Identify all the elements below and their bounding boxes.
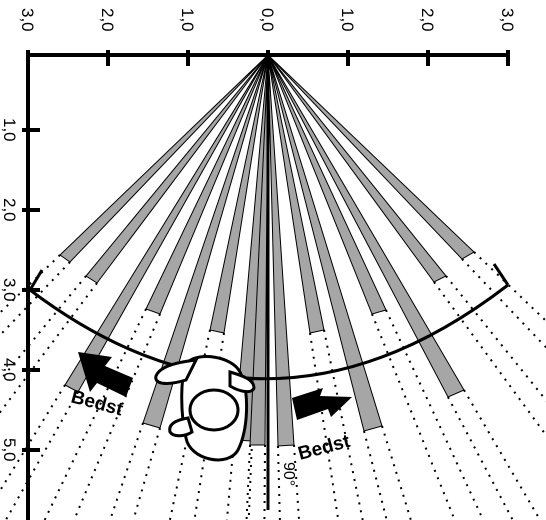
left-tick-label: 1,0: [0, 118, 19, 142]
detection-beam: [267, 54, 383, 432]
top-tick-label: 1,0: [178, 8, 197, 32]
person-figure: [154, 355, 256, 462]
detection-beam: [267, 54, 325, 334]
left-arrow-icon: [78, 352, 133, 397]
detection-beam: [267, 54, 387, 315]
dotted-zone-line: [309, 332, 340, 520]
dotted-zone-line: [247, 440, 253, 520]
dotted-zone-line: [263, 444, 266, 520]
left-tick-label: 2,0: [0, 198, 19, 222]
right-best-label: Bedst: [296, 431, 353, 465]
dotted-zone-line: [323, 329, 364, 520]
top-tick-label: 3,0: [18, 8, 37, 32]
detection-beam: [145, 54, 269, 315]
dotted-zone-line: [132, 427, 161, 520]
detection-beam: [85, 54, 269, 284]
dotted-zone-line: [277, 445, 281, 520]
dotted-zone-line: [0, 282, 98, 414]
detection-beam: [267, 54, 295, 447]
person-head: [188, 388, 240, 432]
detection-beam: [64, 54, 269, 393]
top-tick-label: 2,0: [98, 8, 117, 32]
detection-beam: [142, 54, 269, 429]
detection-beam: [267, 54, 475, 260]
dotted-zone-line: [385, 309, 485, 520]
dotted-zone-line: [109, 422, 144, 520]
dotted-zone-line: [433, 281, 546, 437]
left-tick-label: 4,0: [0, 358, 19, 382]
top-tick-label: 0,0: [258, 8, 277, 32]
detection-beam: [59, 54, 269, 263]
dotted-zone-line: [371, 313, 456, 520]
top-tick-label: 2,0: [418, 8, 437, 32]
person-right-arm: [228, 370, 256, 394]
dotted-zone-line: [363, 430, 388, 520]
top-tick-label: 3,0: [498, 8, 517, 32]
detection-beam: [267, 54, 465, 398]
dotted-zone-line: [461, 258, 546, 349]
angle-label: 90°: [280, 462, 297, 486]
dotted-zone-line: [447, 396, 514, 520]
dotted-zone-line: [4, 391, 79, 520]
arc-end-tick-right: [492, 263, 510, 286]
dotted-zone-line: [463, 389, 541, 520]
dotted-zone-line: [473, 251, 546, 323]
dotted-zone-line: [225, 439, 235, 520]
detection-beams: [59, 54, 475, 447]
right-arrow-icon: [292, 388, 352, 420]
person-lower-left: [168, 416, 194, 438]
dotted-zone-line: [73, 313, 161, 520]
detection-beam: [209, 54, 269, 334]
arc-end-tick-left: [28, 269, 44, 291]
dotted-zone-line: [381, 425, 412, 520]
detection-beam: [267, 54, 447, 283]
left-tick-label: 3,0: [0, 278, 19, 302]
top-tick-label: 1,0: [338, 8, 357, 32]
left-tick-label: 5,0: [0, 438, 19, 462]
dotted-zone-line: [445, 275, 546, 402]
person-left-arm: [154, 358, 199, 385]
